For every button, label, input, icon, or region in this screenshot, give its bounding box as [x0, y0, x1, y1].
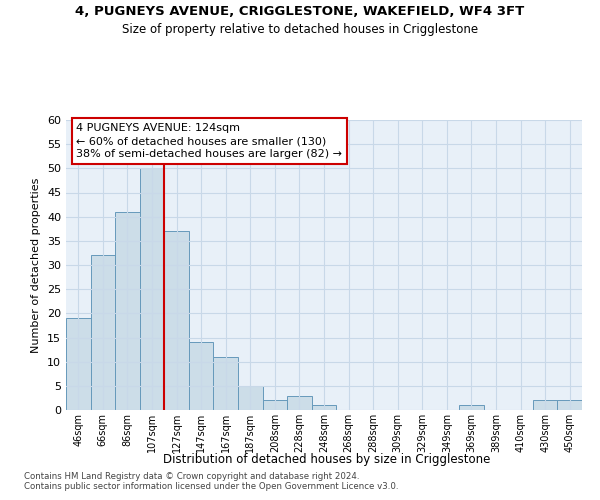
Text: 4, PUGNEYS AVENUE, CRIGGLESTONE, WAKEFIELD, WF4 3FT: 4, PUGNEYS AVENUE, CRIGGLESTONE, WAKEFIE… — [76, 5, 524, 18]
Text: Size of property relative to detached houses in Crigglestone: Size of property relative to detached ho… — [122, 22, 478, 36]
Bar — [459, 405, 484, 410]
Text: Contains public sector information licensed under the Open Government Licence v3: Contains public sector information licen… — [24, 482, 398, 491]
Bar — [214, 357, 238, 410]
Text: 4 PUGNEYS AVENUE: 124sqm
← 60% of detached houses are smaller (130)
38% of semi-: 4 PUGNEYS AVENUE: 124sqm ← 60% of detach… — [76, 123, 343, 160]
Bar — [115, 212, 140, 410]
Text: Distribution of detached houses by size in Crigglestone: Distribution of detached houses by size … — [163, 452, 491, 466]
Bar — [164, 231, 189, 410]
Bar — [66, 318, 91, 410]
Bar — [287, 396, 312, 410]
Bar — [140, 168, 164, 410]
Y-axis label: Number of detached properties: Number of detached properties — [31, 178, 41, 352]
Bar — [189, 342, 214, 410]
Text: Contains HM Land Registry data © Crown copyright and database right 2024.: Contains HM Land Registry data © Crown c… — [24, 472, 359, 481]
Bar — [533, 400, 557, 410]
Bar — [91, 256, 115, 410]
Bar — [312, 405, 336, 410]
Bar — [238, 386, 263, 410]
Bar — [557, 400, 582, 410]
Bar — [263, 400, 287, 410]
